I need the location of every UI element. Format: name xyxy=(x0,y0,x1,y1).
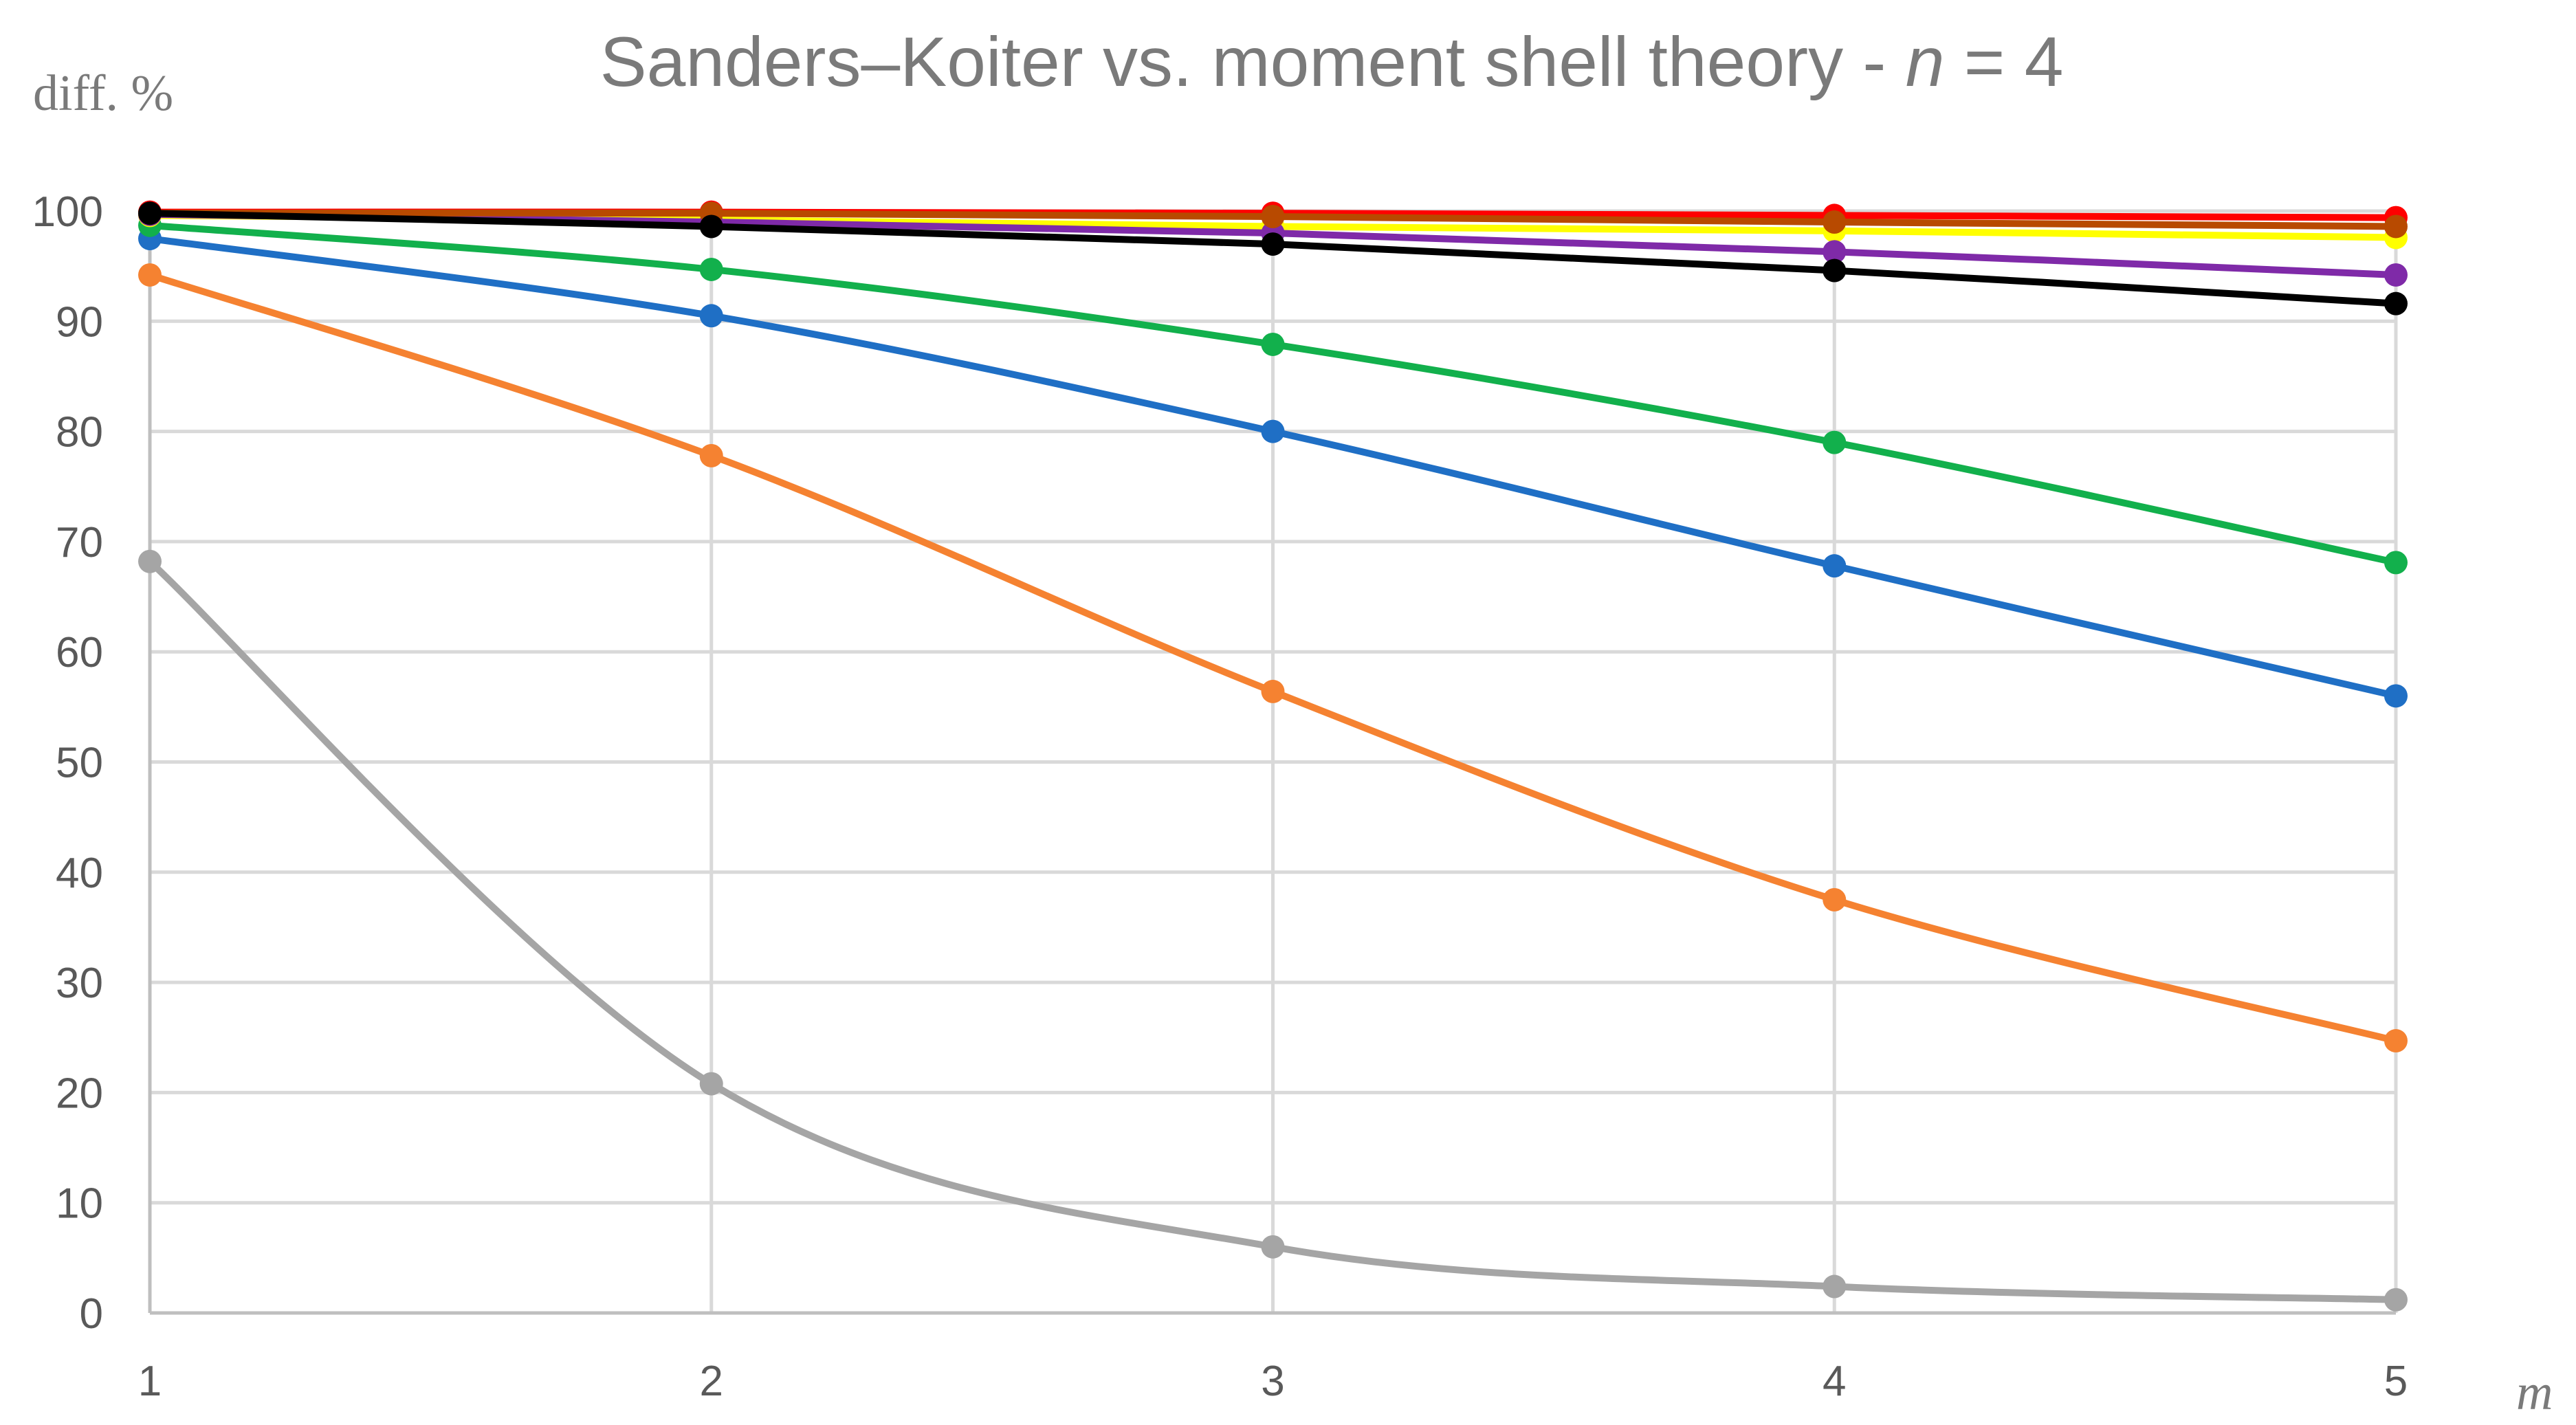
data-series xyxy=(138,200,2408,1312)
data-point xyxy=(1261,232,1285,256)
data-point xyxy=(1823,258,1847,283)
y-tick-label: 10 xyxy=(56,1180,103,1228)
data-point xyxy=(2384,1029,2408,1053)
x-tick-label: 2 xyxy=(700,1358,723,1405)
chart-title-variable: n xyxy=(1906,23,1945,101)
series-1 xyxy=(138,549,2408,1312)
data-point xyxy=(699,1072,723,1096)
y-tick-label: 40 xyxy=(56,850,103,897)
y-axis-label: diff. % xyxy=(33,65,173,122)
x-tick-label: 3 xyxy=(1261,1358,1284,1405)
x-axis-label: m xyxy=(2516,1365,2553,1421)
y-tick-label: 70 xyxy=(56,519,103,566)
data-point xyxy=(138,549,162,573)
data-point xyxy=(2384,263,2408,287)
data-point xyxy=(1823,554,1847,578)
data-point xyxy=(1823,240,1847,264)
data-point xyxy=(1261,205,1285,229)
data-point xyxy=(1823,887,1847,912)
data-point xyxy=(1261,1235,1285,1259)
data-point xyxy=(138,201,162,225)
chart-title: Sanders–Koiter vs. moment shell theory -… xyxy=(600,23,2064,101)
data-point xyxy=(699,304,723,328)
data-point xyxy=(1261,332,1285,356)
data-point xyxy=(2384,1288,2408,1312)
data-point xyxy=(2384,291,2408,316)
series-9 xyxy=(138,201,2408,316)
x-tick-labels: 1 2 3 4 5 xyxy=(138,1358,2408,1405)
y-tick-label: 20 xyxy=(56,1070,103,1117)
y-tick-label: 0 xyxy=(80,1290,103,1338)
series-2 xyxy=(138,263,2408,1053)
data-point xyxy=(699,257,723,281)
data-point xyxy=(699,443,723,467)
x-tick-label: 4 xyxy=(1823,1358,1846,1405)
y-tick-label: 90 xyxy=(56,298,103,346)
data-point xyxy=(2384,214,2408,239)
y-tick-label: 80 xyxy=(56,409,103,456)
data-point xyxy=(1261,419,1285,443)
y-tick-label: 30 xyxy=(56,960,103,1007)
y-tick-label: 50 xyxy=(56,740,103,787)
data-point xyxy=(2384,684,2408,708)
chart-title-main: Sanders–Koiter vs. moment shell theory - xyxy=(600,23,1906,101)
data-point xyxy=(2384,551,2408,575)
series-line xyxy=(146,557,2399,1303)
data-point xyxy=(699,214,723,239)
axes xyxy=(148,211,2396,1315)
chart-title-suffix: = 4 xyxy=(1944,23,2063,101)
data-point xyxy=(1823,210,1847,234)
data-point xyxy=(1261,679,1285,703)
y-tick-labels: 0 10 20 30 40 50 60 70 80 90 100 xyxy=(32,188,103,1338)
data-point xyxy=(1823,1274,1847,1299)
data-point xyxy=(138,263,162,287)
data-point xyxy=(1823,430,1847,454)
x-tick-label: 5 xyxy=(2384,1358,2408,1405)
y-tick-label: 60 xyxy=(56,629,103,676)
y-tick-label: 100 xyxy=(32,188,103,236)
x-tick-label: 1 xyxy=(138,1358,162,1405)
